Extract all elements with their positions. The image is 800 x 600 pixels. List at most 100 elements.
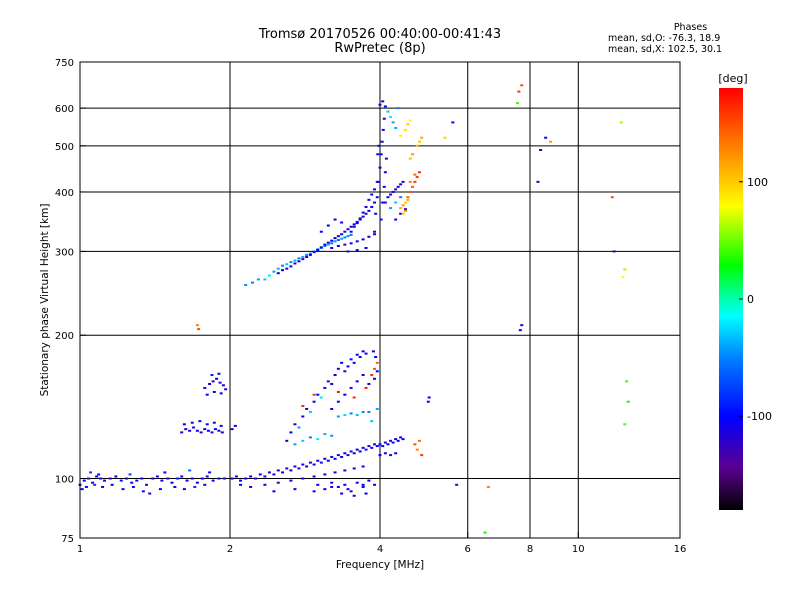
data-point xyxy=(301,256,305,259)
data-point xyxy=(381,445,385,448)
data-point xyxy=(148,492,152,495)
data-point xyxy=(343,452,347,455)
data-point xyxy=(203,386,207,389)
data-point xyxy=(376,153,380,156)
x-tick-label: 8 xyxy=(527,544,533,555)
data-point xyxy=(234,475,238,478)
data-point xyxy=(336,454,340,457)
data-point xyxy=(386,443,390,446)
data-point xyxy=(101,485,105,488)
data-point xyxy=(343,243,347,246)
x-tick-label: 4 xyxy=(377,544,383,555)
data-point xyxy=(97,473,101,476)
data-point xyxy=(408,119,412,122)
data-point xyxy=(163,471,167,474)
data-point xyxy=(182,488,186,491)
data-point xyxy=(399,134,403,137)
data-point xyxy=(367,445,371,448)
data-point xyxy=(301,477,305,480)
data-point xyxy=(333,218,337,221)
data-point xyxy=(297,260,301,263)
data-point xyxy=(374,212,378,215)
data-point xyxy=(336,244,340,247)
colorbar-tick-label: -100 xyxy=(747,410,772,423)
data-point xyxy=(451,121,455,124)
data-point xyxy=(195,324,199,327)
data-point xyxy=(417,140,421,143)
data-point xyxy=(358,356,362,359)
data-point xyxy=(312,475,316,478)
data-point xyxy=(378,166,382,169)
data-point xyxy=(219,424,223,427)
data-point xyxy=(413,180,417,183)
data-point xyxy=(391,190,395,193)
data-point xyxy=(326,241,330,244)
data-point xyxy=(289,469,293,472)
y-tick-label: 750 xyxy=(55,58,74,69)
data-point xyxy=(401,438,405,441)
data-point xyxy=(383,441,387,444)
data-point xyxy=(346,235,350,238)
data-point xyxy=(308,436,312,439)
data-point xyxy=(305,253,309,256)
data-point xyxy=(367,382,371,385)
data-point xyxy=(403,201,407,204)
data-point xyxy=(364,386,368,389)
data-point xyxy=(99,477,103,480)
data-point xyxy=(373,233,377,236)
data-point xyxy=(184,428,188,431)
data-point xyxy=(406,198,410,201)
data-point xyxy=(205,423,209,426)
data-point xyxy=(367,235,371,238)
data-point xyxy=(197,328,201,331)
data-point xyxy=(316,483,320,486)
data-point xyxy=(399,183,403,186)
data-point xyxy=(370,374,374,377)
data-point xyxy=(285,263,289,266)
data-point xyxy=(349,225,353,228)
data-point xyxy=(352,396,356,399)
data-point xyxy=(267,471,271,474)
data-point xyxy=(420,454,424,457)
data-point xyxy=(536,180,540,183)
data-point xyxy=(330,242,334,245)
data-point xyxy=(340,492,344,495)
data-point xyxy=(210,431,214,434)
data-point xyxy=(244,477,248,480)
y-tick-label: 200 xyxy=(55,331,74,342)
data-point xyxy=(626,400,630,403)
data-point xyxy=(244,284,248,287)
data-point xyxy=(343,393,347,396)
data-point xyxy=(375,196,379,199)
data-point xyxy=(383,201,387,204)
data-point xyxy=(380,140,384,143)
data-point xyxy=(114,475,118,478)
data-point xyxy=(121,488,125,491)
data-point xyxy=(336,485,340,488)
data-point xyxy=(364,492,368,495)
data-point xyxy=(377,180,381,183)
data-point xyxy=(355,240,359,243)
data-point xyxy=(623,423,627,426)
data-point xyxy=(82,479,86,482)
data-point xyxy=(358,217,362,220)
data-point xyxy=(230,477,234,480)
data-point xyxy=(263,483,267,486)
data-point xyxy=(258,473,262,476)
data-point xyxy=(349,412,353,415)
data-point xyxy=(375,361,379,364)
data-point xyxy=(373,377,377,380)
data-point xyxy=(312,393,316,396)
data-point xyxy=(426,400,430,403)
data-point xyxy=(394,188,398,191)
data-point xyxy=(249,485,253,488)
data-point xyxy=(185,479,189,482)
data-point xyxy=(190,477,194,480)
data-point xyxy=(308,410,312,413)
data-point xyxy=(375,180,379,183)
data-point xyxy=(370,205,374,208)
data-point xyxy=(520,324,524,327)
data-point xyxy=(221,384,225,387)
data-point xyxy=(427,396,431,399)
x-tick-label: 2 xyxy=(227,544,233,555)
